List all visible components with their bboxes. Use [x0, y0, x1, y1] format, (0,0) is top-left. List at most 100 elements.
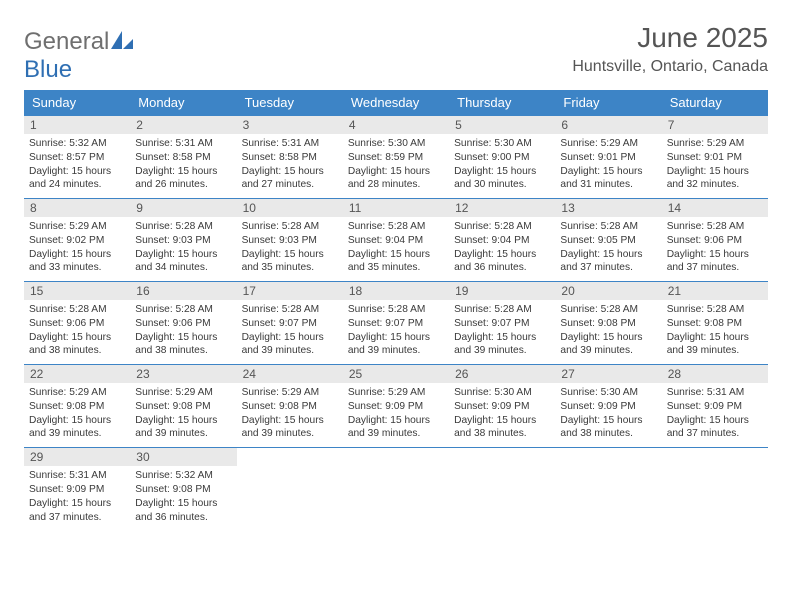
- day-details: Sunrise: 5:31 AMSunset: 8:58 PMDaylight:…: [130, 134, 236, 198]
- daylight-line: Daylight: 15 hours and 39 minutes.: [667, 331, 763, 359]
- day-number: 20: [555, 282, 661, 300]
- sunset-line: Sunset: 9:01 PM: [560, 151, 656, 165]
- calendar-day-cell: [237, 448, 343, 531]
- day-details: Sunrise: 5:28 AMSunset: 9:05 PMDaylight:…: [555, 217, 661, 281]
- day-number: 29: [24, 448, 130, 466]
- day-number: 30: [130, 448, 236, 466]
- day-details: Sunrise: 5:28 AMSunset: 9:08 PMDaylight:…: [555, 300, 661, 364]
- sunset-line: Sunset: 9:09 PM: [560, 400, 656, 414]
- sunrise-line: Sunrise: 5:30 AM: [454, 386, 550, 400]
- daylight-line: Daylight: 15 hours and 27 minutes.: [242, 165, 338, 193]
- day-details: Sunrise: 5:28 AMSunset: 9:07 PMDaylight:…: [449, 300, 555, 364]
- sunrise-line: Sunrise: 5:29 AM: [29, 386, 125, 400]
- calendar-day-cell: 29Sunrise: 5:31 AMSunset: 9:09 PMDayligh…: [24, 448, 130, 531]
- location-subtitle: Huntsville, Ontario, Canada: [572, 58, 768, 76]
- day-details: Sunrise: 5:29 AMSunset: 9:09 PMDaylight:…: [343, 383, 449, 447]
- calendar-week-row: 8 Sunrise: 5:29 AMSunset: 9:02 PM Daylight…: [24, 199, 768, 282]
- daylight-line: Daylight: 15 hours and 39 minutes.: [348, 414, 444, 442]
- day-number: 16: [130, 282, 236, 300]
- daylight-line: Daylight: 15 hours and 39 minutes.: [29, 414, 125, 442]
- sunrise-line: Sunrise: 5:30 AM: [454, 137, 550, 151]
- sunrise-line: Sunrise: 5:28 AM: [242, 303, 338, 317]
- daylight-line: Daylight: 15 hours and 37 minutes.: [560, 248, 656, 276]
- day-number: 22: [24, 365, 130, 383]
- daylight-line: Daylight: 15 hours and 35 minutes.: [242, 248, 338, 276]
- daylight-line: Daylight: 15 hours and 38 minutes.: [29, 331, 125, 359]
- day-number: 12: [449, 199, 555, 217]
- calendar-day-cell: 7Sunrise: 5:29 AMSunset: 9:01 PMDaylight…: [662, 116, 768, 199]
- day-number: 24: [237, 365, 343, 383]
- calendar-day-cell: 1Sunrise: 5:32 AMSunset: 8:57 PMDaylight…: [24, 116, 130, 199]
- calendar-day-cell: 3Sunrise: 5:31 AMSunset: 8:58 PMDaylight…: [237, 116, 343, 199]
- day-details: Sunrise: 5:29 AMSunset: 9:01 PMDaylight:…: [555, 134, 661, 198]
- calendar-day-cell: 18Sunrise: 5:28 AMSunset: 9:07 PMDayligh…: [343, 282, 449, 365]
- sunset-line: Sunset: 8:58 PM: [242, 151, 338, 165]
- weekday-header-row: Sunday Monday Tuesday Wednesday Thursday…: [24, 90, 768, 116]
- calendar-week-row: 29Sunrise: 5:31 AMSunset: 9:09 PMDayligh…: [24, 448, 768, 531]
- calendar-day-cell: 26Sunrise: 5:30 AMSunset: 9:09 PMDayligh…: [449, 365, 555, 448]
- calendar-week-row: 15Sunrise: 5:28 AMSunset: 9:06 PMDayligh…: [24, 282, 768, 365]
- calendar-day-cell: 4Sunrise: 5:30 AMSunset: 8:59 PMDaylight…: [343, 116, 449, 199]
- sunrise-line: Sunrise: 5:28 AM: [242, 220, 338, 234]
- calendar-day-cell: 9Sunrise: 5:28 AMSunset: 9:03 PMDaylight…: [130, 199, 236, 282]
- calendar-day-cell: 17Sunrise: 5:28 AMSunset: 9:07 PMDayligh…: [237, 282, 343, 365]
- weekday-header: Thursday: [449, 90, 555, 116]
- daylight-line: Daylight: 15 hours and 38 minutes.: [560, 414, 656, 442]
- day-details: Sunrise: 5:28 AMSunset: 9:08 PMDaylight:…: [662, 300, 768, 364]
- day-number: 26: [449, 365, 555, 383]
- calendar-day-cell: 14Sunrise: 5:28 AMSunset: 9:06 PMDayligh…: [662, 199, 768, 282]
- sunset-line: Sunset: 9:03 PM: [135, 234, 231, 248]
- day-details: Sunrise: 5:29 AMSunset: 9:08 PMDaylight:…: [130, 383, 236, 447]
- daylight-line: Daylight: 15 hours and 34 minutes.: [135, 248, 231, 276]
- sunset-line: Sunset: 9:01 PM: [667, 151, 763, 165]
- sunset-line: Sunset: 9:09 PM: [667, 400, 763, 414]
- day-details: Sunrise: 5:28 AMSunset: 9:03 PMDaylight:…: [130, 217, 236, 281]
- sunrise-line: Sunrise: 5:29 AM: [29, 220, 125, 234]
- calendar-day-cell: 8Sunrise: 5:29 AMSunset: 9:02 PMDaylight…: [24, 199, 130, 282]
- calendar-day-cell: [555, 448, 661, 531]
- sunset-line: Sunset: 9:09 PM: [454, 400, 550, 414]
- sunset-line: Sunset: 9:04 PM: [454, 234, 550, 248]
- calendar-day-cell: 12Sunrise: 5:28 AMSunset: 9:04 PMDayligh…: [449, 199, 555, 282]
- sunrise-line: Sunrise: 5:28 AM: [348, 220, 444, 234]
- sunrise-line: Sunrise: 5:32 AM: [135, 469, 231, 483]
- calendar-table: Sunday Monday Tuesday Wednesday Thursday…: [24, 90, 768, 530]
- weekday-header: Saturday: [662, 90, 768, 116]
- calendar-day-cell: 16Sunrise: 5:28 AMSunset: 9:06 PMDayligh…: [130, 282, 236, 365]
- title-block: June 2025 Huntsville, Ontario, Canada: [572, 22, 768, 76]
- day-number: 1: [24, 116, 130, 134]
- sunset-line: Sunset: 9:02 PM: [29, 234, 125, 248]
- calendar-page: General Blue June 2025 Huntsville, Ontar…: [0, 0, 792, 552]
- calendar-day-cell: [343, 448, 449, 531]
- sunrise-line: Sunrise: 5:32 AM: [29, 137, 125, 151]
- daylight-line: Daylight: 15 hours and 24 minutes.: [29, 165, 125, 193]
- day-details: Sunrise: 5:30 AMSunset: 9:09 PMDaylight:…: [449, 383, 555, 447]
- sunrise-line: Sunrise: 5:28 AM: [348, 303, 444, 317]
- day-details: Sunrise: 5:29 AMSunset: 9:08 PMDaylight:…: [24, 383, 130, 447]
- sunrise-line: Sunrise: 5:28 AM: [135, 303, 231, 317]
- logo-text: General Blue: [24, 28, 133, 84]
- sunrise-line: Sunrise: 5:31 AM: [667, 386, 763, 400]
- calendar-day-cell: 28Sunrise: 5:31 AMSunset: 9:09 PMDayligh…: [662, 365, 768, 448]
- sunrise-line: Sunrise: 5:30 AM: [560, 386, 656, 400]
- daylight-line: Daylight: 15 hours and 35 minutes.: [348, 248, 444, 276]
- sunrise-line: Sunrise: 5:30 AM: [348, 137, 444, 151]
- day-details: Sunrise: 5:31 AMSunset: 8:58 PMDaylight:…: [237, 134, 343, 198]
- sunrise-line: Sunrise: 5:31 AM: [242, 137, 338, 151]
- calendar-day-cell: 10Sunrise: 5:28 AMSunset: 9:03 PMDayligh…: [237, 199, 343, 282]
- calendar-day-cell: 5Sunrise: 5:30 AMSunset: 9:00 PMDaylight…: [449, 116, 555, 199]
- calendar-day-cell: 11Sunrise: 5:28 AMSunset: 9:04 PMDayligh…: [343, 199, 449, 282]
- day-number: 8: [24, 199, 130, 217]
- calendar-day-cell: 23Sunrise: 5:29 AMSunset: 9:08 PMDayligh…: [130, 365, 236, 448]
- daylight-line: Daylight: 15 hours and 30 minutes.: [454, 165, 550, 193]
- sunset-line: Sunset: 9:03 PM: [242, 234, 338, 248]
- day-number: 4: [343, 116, 449, 134]
- calendar-week-row: 22Sunrise: 5:29 AMSunset: 9:08 PMDayligh…: [24, 365, 768, 448]
- day-number: 5: [449, 116, 555, 134]
- sunset-line: Sunset: 8:58 PM: [135, 151, 231, 165]
- calendar-day-cell: 6Sunrise: 5:29 AMSunset: 9:01 PMDaylight…: [555, 116, 661, 199]
- day-details: Sunrise: 5:28 AMSunset: 9:04 PMDaylight:…: [343, 217, 449, 281]
- sunset-line: Sunset: 9:08 PM: [667, 317, 763, 331]
- daylight-line: Daylight: 15 hours and 36 minutes.: [135, 497, 231, 525]
- day-number: 14: [662, 199, 768, 217]
